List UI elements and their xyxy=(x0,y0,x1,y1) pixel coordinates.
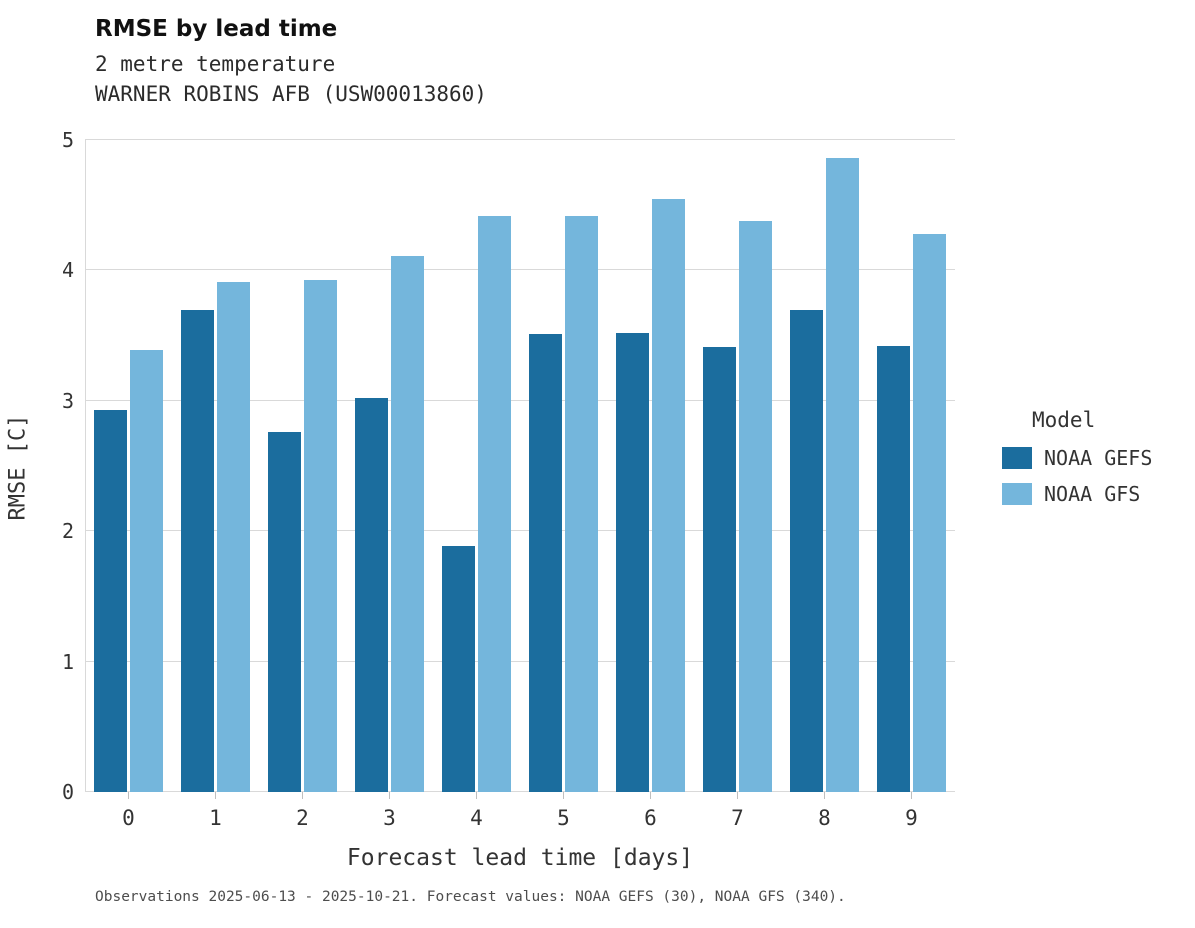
x-tick-label: 9 xyxy=(905,806,918,830)
bar-groups xyxy=(85,140,955,792)
x-tick-label: 4 xyxy=(470,806,483,830)
x-tick-label: 7 xyxy=(731,806,744,830)
x-tick-mark xyxy=(128,792,129,799)
x-tick-mark-cell xyxy=(85,792,172,799)
bar-noaa-gefs-lead-9 xyxy=(877,346,910,792)
legend-entries: NOAA GEFS NOAA GFS xyxy=(1002,446,1152,506)
bar-noaa-gefs-lead-1 xyxy=(181,309,214,792)
gridline xyxy=(85,269,955,271)
x-tick-label: 1 xyxy=(209,806,222,830)
chart-subtitle-station: WARNER ROBINS AFB (USW00013860) xyxy=(95,82,487,106)
y-tick-label: 0 xyxy=(61,780,74,804)
bar-noaa-gfs-lead-6 xyxy=(652,198,685,792)
legend-title: Model xyxy=(1032,408,1096,432)
x-tick-mark xyxy=(911,792,912,799)
y-tick-label: 4 xyxy=(61,258,74,283)
bar-noaa-gefs-lead-3 xyxy=(355,398,388,792)
gridline xyxy=(85,399,955,401)
legend-swatch xyxy=(1002,447,1032,469)
x-tick-label: 3 xyxy=(383,806,396,830)
x-tick-mark-cell xyxy=(520,792,607,799)
x-tick-mark xyxy=(650,792,651,799)
x-tick-mark-cell xyxy=(433,792,520,799)
y-tick-label: 5 xyxy=(61,128,74,152)
y-axis-line xyxy=(85,140,86,792)
legend-entry-noaa-gefs: NOAA GEFS xyxy=(1002,446,1152,470)
bar-noaa-gfs-lead-2 xyxy=(304,279,337,792)
bar-noaa-gfs-lead-3 xyxy=(391,256,424,792)
chart-subtitle-variable: 2 metre temperature xyxy=(95,52,336,76)
bar-noaa-gfs-lead-8 xyxy=(826,158,859,792)
y-axis-tick-labels: 0 1 2 3 4 5 xyxy=(30,130,74,802)
bar-group-lead-5 xyxy=(520,140,607,792)
x-axis-tick-marks xyxy=(85,792,955,799)
chart-title: RMSE by lead time xyxy=(95,16,338,42)
x-tick-label: 8 xyxy=(818,806,831,830)
x-tick-mark xyxy=(737,792,738,799)
bar-noaa-gfs-lead-0 xyxy=(130,349,163,792)
bar-group-lead-9 xyxy=(868,140,955,792)
x-tick-mark-cell xyxy=(781,792,868,799)
x-tick-mark-cell xyxy=(346,792,433,799)
bar-noaa-gfs-lead-7 xyxy=(739,220,772,792)
bar-group-lead-2 xyxy=(259,140,346,792)
bar-noaa-gefs-lead-8 xyxy=(790,309,823,792)
x-tick-label: 6 xyxy=(644,806,657,830)
bar-group-lead-4 xyxy=(433,140,520,792)
y-tick-label: 1 xyxy=(61,649,74,674)
y-tick-label: 2 xyxy=(61,519,74,544)
bar-noaa-gefs-lead-4 xyxy=(442,545,475,792)
legend-swatch xyxy=(1002,483,1032,505)
gridline xyxy=(85,530,955,532)
legend-entry-noaa-gfs: NOAA GFS xyxy=(1002,482,1152,506)
bar-group-lead-6 xyxy=(607,140,694,792)
bar-noaa-gefs-lead-2 xyxy=(268,432,301,792)
gridline xyxy=(85,791,955,792)
x-tick-mark-cell xyxy=(607,792,694,799)
legend-label: NOAA GFS xyxy=(1044,482,1141,506)
gridlines xyxy=(85,139,955,792)
bar-group-lead-8 xyxy=(781,140,868,792)
x-tick-mark xyxy=(302,792,303,799)
x-tick-label: 0 xyxy=(122,806,135,830)
x-tick-mark-cell xyxy=(259,792,346,799)
y-axis-title: RMSE [C] xyxy=(5,414,31,521)
x-axis-tick-labels: 0 1 2 3 4 5 6 7 8 9 xyxy=(85,806,955,830)
x-tick-mark-cell xyxy=(868,792,955,799)
plot-area xyxy=(85,139,955,792)
legend: Model NOAA GEFS NOAA GFS xyxy=(1002,408,1152,518)
x-tick-mark xyxy=(215,792,216,799)
bar-noaa-gefs-lead-0 xyxy=(94,409,127,792)
x-axis-title: Forecast lead time [days] xyxy=(346,845,694,871)
bar-group-lead-3 xyxy=(346,140,433,792)
bar-noaa-gfs-lead-5 xyxy=(565,215,598,792)
bar-group-lead-0 xyxy=(85,140,172,792)
y-tick-label: 3 xyxy=(61,388,74,413)
bar-group-lead-7 xyxy=(694,140,781,792)
x-tick-mark xyxy=(563,792,564,799)
caption: Observations 2025-06-13 - 2025-10-21. Fo… xyxy=(95,889,846,905)
x-tick-mark xyxy=(476,792,477,799)
legend-label: NOAA GEFS xyxy=(1044,446,1153,470)
x-tick-mark-cell xyxy=(694,792,781,799)
x-tick-mark-cell xyxy=(172,792,259,799)
x-tick-mark xyxy=(824,792,825,799)
bar-noaa-gfs-lead-4 xyxy=(478,215,511,792)
x-tick-mark xyxy=(389,792,390,799)
x-tick-label: 5 xyxy=(557,806,570,830)
x-tick-label: 2 xyxy=(296,806,309,830)
bar-noaa-gfs-lead-9 xyxy=(913,233,946,792)
gridline xyxy=(85,139,955,140)
bar-group-lead-1 xyxy=(172,140,259,792)
bar-noaa-gfs-lead-1 xyxy=(217,282,250,792)
gridline xyxy=(85,660,955,662)
bar-noaa-gefs-lead-6 xyxy=(616,333,649,792)
bar-noaa-gefs-lead-5 xyxy=(529,334,562,792)
bar-noaa-gefs-lead-7 xyxy=(703,347,736,792)
